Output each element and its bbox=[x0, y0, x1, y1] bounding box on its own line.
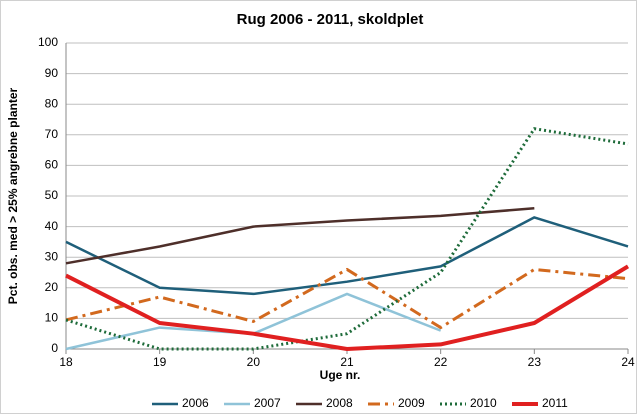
x-tick-label: 24 bbox=[621, 355, 635, 369]
y-tick-label: 80 bbox=[45, 96, 59, 110]
series-line bbox=[65, 264, 630, 351]
x-axis-label: Uge nr. bbox=[320, 368, 361, 382]
y-tick-label: 50 bbox=[45, 188, 59, 202]
chart-title: Rug 2006 - 2011, skoldplet bbox=[237, 11, 424, 28]
y-tick-label: 90 bbox=[45, 66, 59, 80]
x-tick-label: 20 bbox=[247, 355, 261, 369]
x-tick-label: 23 bbox=[528, 355, 542, 369]
series-line bbox=[65, 206, 535, 265]
legend-label: 2011 bbox=[542, 396, 568, 410]
series-line bbox=[65, 127, 629, 351]
x-tick-label: 18 bbox=[59, 355, 73, 369]
x-tick-label: 22 bbox=[434, 355, 448, 369]
legend-label: 2007 bbox=[254, 396, 281, 410]
series-line bbox=[65, 267, 629, 330]
legend-label: 2009 bbox=[398, 396, 425, 410]
y-tick-label: 20 bbox=[45, 280, 59, 294]
y-tick-label: 0 bbox=[51, 341, 58, 355]
y-tick-label: 40 bbox=[45, 219, 59, 233]
y-tick-label: 10 bbox=[45, 311, 59, 325]
x-tick-label: 19 bbox=[153, 355, 167, 369]
series-line bbox=[65, 216, 629, 296]
y-tick-label: 70 bbox=[45, 127, 59, 141]
y-tick-label: 60 bbox=[45, 158, 59, 172]
x-tick-label: 21 bbox=[340, 355, 354, 369]
legend-label: 2008 bbox=[326, 396, 353, 410]
legend-label: 2006 bbox=[182, 396, 209, 410]
y-tick-label: 30 bbox=[45, 249, 59, 263]
y-tick-label: 100 bbox=[38, 35, 58, 49]
y-axis-label: Pct. obs. med > 25% angrebne planter bbox=[6, 87, 20, 304]
legend-label: 2010 bbox=[470, 396, 497, 410]
